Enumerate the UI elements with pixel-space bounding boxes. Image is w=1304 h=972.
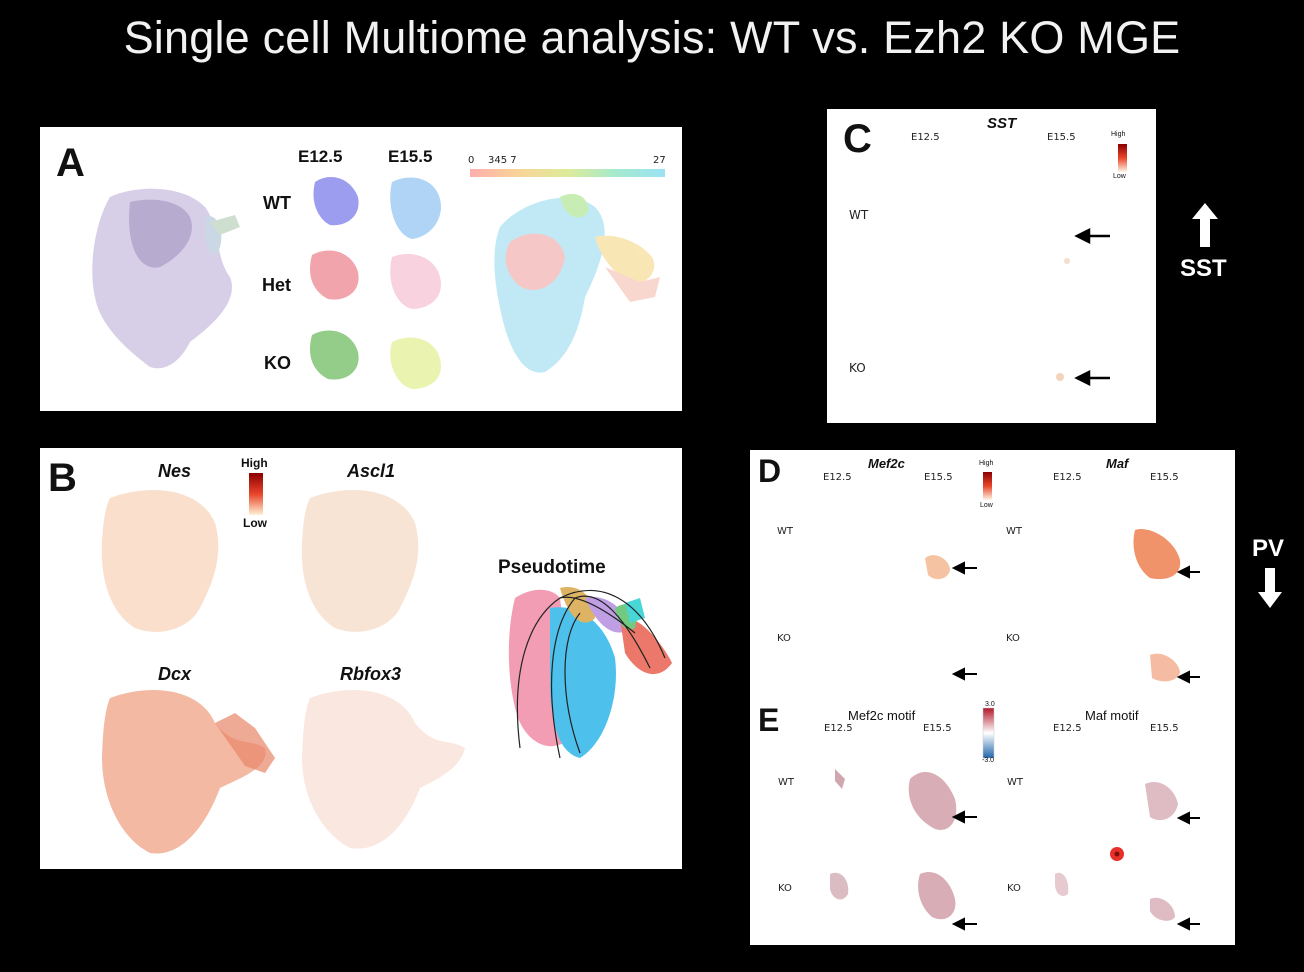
panel-e-motif-mef2c: Mef2c motif [848,708,916,723]
panel-a-row-het: Het [262,275,292,295]
panel-c-legend-high: High [1111,131,1126,138]
panel-d-label: D [758,453,782,489]
panel-b: B Nes Ascl1 Dcx Rbfox3 High Low Pseudoti… [40,448,682,869]
panel-e-motif-maf: Maf motif [1085,708,1139,723]
panel-c-gene: SST [987,115,1017,132]
panel-e-row-wt-a: WT [778,777,794,788]
panel-e-row-wt-b: WT [1007,777,1023,788]
panel-e: E Mef2c motif Maf motif E12.5 E15.5 E12.… [750,699,1235,945]
panel-e-col-e12-a: E12.5 [824,723,853,734]
panel-a-umaps [92,169,665,389]
panel-d-legend-low: Low [980,502,993,509]
panel-e-col-e15-a: E15.5 [923,723,952,734]
panel-d-row-wt-b: WT [1006,526,1022,537]
panel-a-scale-min: 0 [468,155,475,166]
panel-c-row-ko: KO [849,361,866,375]
panel-e-col-e15-b: E15.5 [1150,723,1179,734]
panel-b-gene-nes: Nes [158,461,192,481]
panel-b-gene-rbfox3: Rbfox3 [340,664,402,684]
panel-b-legend-high: High [241,456,268,470]
panel-b-pseudotime-title: Pseudotime [498,557,606,578]
panel-a-row-wt: WT [263,193,291,213]
panel-b-label: B [48,456,77,500]
panel-c-label: C [843,117,872,161]
panel-d-legend-high: High [979,460,994,467]
panel-d-col-e12-a: E12.5 [823,472,852,483]
panel-d-row-wt-a: WT [777,526,793,537]
panel-b-gene-dcx: Dcx [158,664,192,684]
panel-e-row-ko-b: KO [1007,883,1021,894]
panel-a-col-e12: E12.5 [298,147,343,166]
panel-d-gene-maf: Maf [1106,456,1129,471]
panel-d: D Mef2c Maf E12.5 E15.5 E12.5 E15.5 High… [750,450,1235,699]
slide-title: Single cell Multiome analysis: WT vs. Ez… [123,12,1181,63]
panel-b-umaps [101,473,672,854]
panel-d-col-e15-a: E15.5 [924,472,953,483]
panel-e-col-e12-b: E12.5 [1053,723,1082,734]
panel-d-col-e15-b: E15.5 [1150,472,1179,483]
panel-a-label: A [56,141,85,185]
panel-b-legend-low: Low [243,516,267,530]
panel-d-row-ko-b: KO [1006,633,1020,644]
panel-a-col-e15: E15.5 [388,147,433,166]
panel-e-umaps [830,707,1200,931]
panel-c-col-e12: E12.5 [911,132,940,143]
panel-d-row-ko-a: KO [777,633,791,644]
panel-c-row-wt: WT [849,208,869,222]
panel-b-gene-ascl1: Ascl1 [347,461,396,481]
panel-e-scale-bottom: -3.0 [982,757,995,764]
sst-side-label: SST [1180,255,1227,282]
panel-a-scale-ticks: 345 7 [488,155,517,166]
panel-a-scale-max: 27 [653,155,666,166]
panel-d-gene-mef2c: Mef2c [868,456,905,471]
panel-e-scale-top: 3.0 [985,701,995,708]
sst-up-arrow-icon [1192,203,1218,247]
panel-c: C SST E12.5 E15.5 High Low WT KO [827,109,1156,423]
panel-c-col-e15: E15.5 [1047,132,1076,143]
panel-e-row-ko-a: KO [778,883,792,894]
pv-side-label: PV [1252,535,1285,562]
panel-a-row-ko: KO [264,353,291,373]
panel-c-legend-low: Low [1113,173,1126,180]
panel-a: A E12.5 E15.5 WT Het KO 0 345 7 27 [40,127,682,411]
pv-down-arrow-icon [1258,568,1282,608]
panel-d-umaps [925,472,1200,684]
panel-c-umaps [1056,144,1127,387]
panel-d-col-e12-b: E12.5 [1053,472,1082,483]
panel-e-label: E [758,702,780,738]
